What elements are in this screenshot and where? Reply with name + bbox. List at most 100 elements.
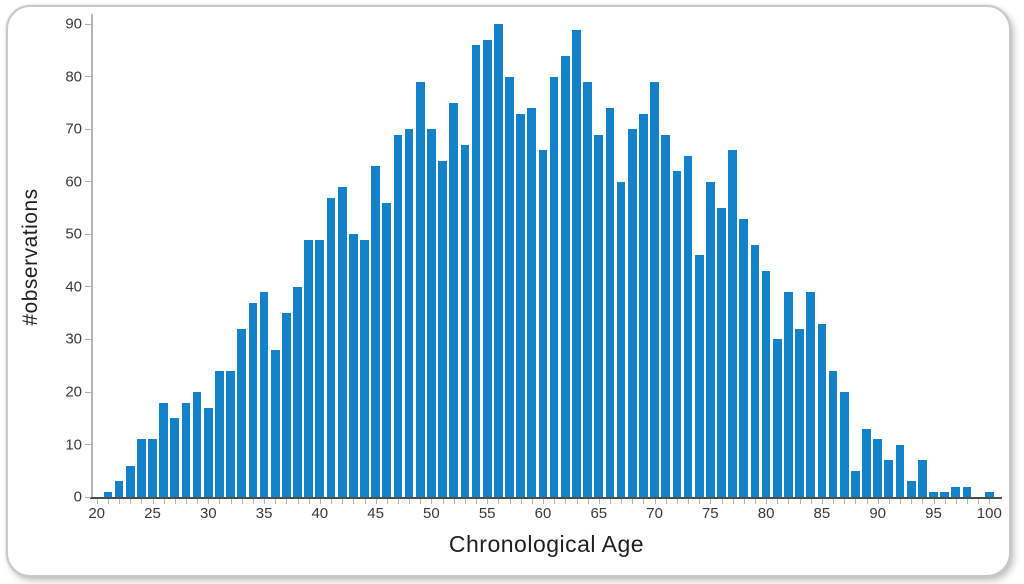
bar-age-57: [505, 76, 514, 497]
x-tick: [710, 499, 712, 504]
x-tick: [665, 499, 667, 504]
bar-age-43: [348, 234, 358, 497]
bar-age-27: [170, 418, 180, 497]
x-tick: [386, 499, 388, 504]
x-tick: [219, 499, 221, 504]
x-tick: [866, 499, 868, 504]
y-tick-label-70: 70: [65, 120, 82, 138]
bar-age-31: [215, 370, 224, 497]
x-tick: [598, 499, 600, 504]
x-tick: [833, 499, 835, 504]
x-tick: [397, 499, 399, 504]
bar-age-81: [772, 339, 782, 497]
x-tick: [208, 499, 210, 504]
bar-age-88: [851, 470, 860, 497]
y-tick-label-40: 40: [65, 278, 82, 296]
x-axis-line: [90, 497, 1002, 499]
bar-age-22: [114, 481, 124, 497]
y-tick-label-10: 10: [65, 436, 82, 453]
x-tick: [978, 499, 980, 504]
y-tick: [85, 128, 91, 130]
y-tick: [85, 444, 91, 445]
y-tick-label-30: 30: [65, 330, 82, 348]
bar-age-32: [226, 370, 235, 497]
bar-age-94: [917, 460, 927, 497]
bar-age-51: [438, 160, 447, 497]
x-tick: [163, 499, 165, 504]
x-tick: [520, 499, 522, 504]
bar-age-54: [471, 45, 481, 497]
x-tick: [743, 499, 745, 504]
x-tick: [632, 499, 634, 504]
x-tick: [174, 499, 176, 504]
x-tick: [777, 499, 779, 504]
x-tick: [241, 499, 243, 504]
x-tick: [799, 499, 801, 504]
bar-age-91: [884, 460, 894, 497]
y-axis-line: [91, 14, 93, 499]
x-tick: [487, 499, 489, 504]
x-tick: [297, 499, 299, 504]
x-tick: [286, 499, 288, 504]
bar-age-74: [694, 255, 704, 497]
bar-age-76: [717, 208, 726, 497]
x-tick: [453, 499, 455, 504]
x-tick: [186, 499, 187, 504]
x-tick: [888, 499, 890, 504]
x-tick: [554, 499, 556, 504]
x-tick: [877, 499, 879, 504]
bar-age-64: [583, 82, 592, 497]
bar-age-93: [906, 481, 916, 497]
x-tick: [409, 499, 411, 504]
bar-age-37: [282, 313, 291, 497]
bar-age-66: [605, 108, 615, 497]
x-tick: [911, 499, 913, 504]
x-tick-label-20: 20: [88, 505, 106, 522]
bar-age-56: [494, 24, 503, 497]
x-tick: [844, 499, 846, 504]
bar-age-62: [560, 55, 570, 497]
bar-age-38: [293, 286, 302, 497]
bar-age-95: [929, 491, 938, 497]
bar-age-85: [817, 323, 827, 497]
bar-age-29: [192, 392, 202, 497]
bar-age-84: [806, 292, 816, 497]
bar-age-36: [270, 349, 280, 497]
x-tick: [531, 499, 533, 504]
bar-age-26: [159, 402, 168, 497]
y-axis-title: #observations: [19, 188, 42, 326]
x-tick: [442, 499, 444, 504]
bar-age-48: [404, 129, 414, 497]
x-tick: [587, 499, 589, 504]
bar-age-61: [549, 76, 559, 497]
x-tick-label-100: 100: [976, 505, 1002, 522]
x-tick: [364, 499, 366, 504]
x-tick: [699, 499, 701, 504]
bar-age-80: [761, 271, 771, 497]
bar-age-63: [572, 29, 581, 497]
x-tick: [654, 499, 656, 504]
bar-age-55: [482, 40, 492, 497]
x-tick: [543, 499, 544, 504]
x-tick: [342, 499, 344, 504]
bar-age-96: [940, 491, 949, 497]
bar-age-82: [784, 292, 793, 497]
bar-age-24: [136, 439, 146, 497]
x-tick: [989, 499, 991, 504]
x-tick: [509, 499, 511, 504]
bar-age-97: [951, 486, 961, 497]
y-tick-label-20: 20: [65, 383, 82, 401]
bar-age-21: [103, 491, 113, 497]
x-tick-label-60: 60: [534, 505, 552, 522]
bar-age-35: [259, 292, 269, 497]
x-tick: [107, 499, 109, 504]
bar-age-30: [203, 407, 213, 497]
bar-age-77: [728, 150, 737, 497]
y-tick-label-50: 50: [65, 225, 82, 243]
bar-age-50: [427, 129, 436, 497]
x-tick: [855, 499, 857, 504]
bar-age-46: [382, 202, 392, 497]
x-tick: [621, 499, 623, 504]
bar-age-75: [705, 181, 715, 497]
x-tick: [197, 499, 199, 504]
